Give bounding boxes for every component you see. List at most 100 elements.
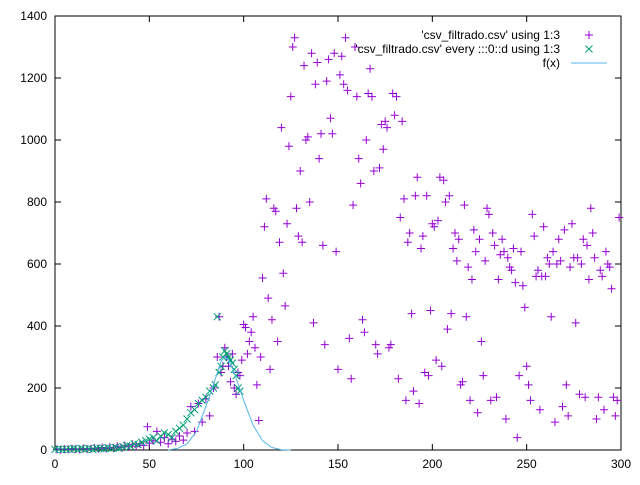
data-point-plus: [298, 238, 307, 247]
data-point-plus: [400, 194, 409, 203]
x-tick-label: 0: [52, 457, 59, 471]
data-point-plus: [588, 229, 597, 237]
data-point-plus: [454, 235, 463, 244]
data-point-plus: [450, 229, 459, 237]
data-point-plus: [567, 219, 576, 228]
data-point-plus: [426, 306, 435, 315]
data-point-plus: [371, 340, 380, 349]
data-point-plus: [613, 396, 622, 405]
data-point-plus: [375, 163, 384, 172]
data-point-plus: [494, 275, 503, 284]
data-point-plus: [381, 117, 390, 126]
data-point-plus: [422, 191, 431, 200]
data-point-plus: [383, 123, 392, 132]
data-point-plus: [283, 219, 292, 228]
data-point-plus: [611, 411, 620, 420]
data-point-plus: [460, 201, 469, 210]
data-point-plus: [518, 281, 527, 290]
data-point-plus: [579, 235, 588, 244]
data-point-plus: [539, 222, 548, 231]
data-point-plus: [520, 303, 529, 312]
data-point-plus: [311, 80, 320, 89]
y-tick-label: 1400: [20, 9, 47, 23]
data-point-plus: [439, 176, 448, 185]
data-point-plus: [484, 210, 493, 219]
data-point-plus: [573, 253, 582, 262]
data-point-plus: [550, 418, 559, 427]
data-point-plus: [586, 204, 595, 213]
data-point-plus: [309, 318, 318, 327]
data-point-plus: [215, 312, 224, 321]
data-point-plus: [335, 70, 344, 79]
data-point-plus: [575, 390, 584, 399]
data-point-plus: [273, 337, 282, 346]
data-point-plus: [313, 58, 322, 67]
data-point-plus: [334, 365, 342, 374]
data-point-plus: [528, 210, 537, 219]
data-point-plus: [464, 263, 473, 272]
y-tick-label: 400: [27, 319, 47, 333]
data-point-plus: [475, 235, 484, 244]
x-tick-label: 300: [611, 457, 631, 471]
data-point-plus: [596, 266, 605, 275]
x-tick-label: 100: [234, 457, 254, 471]
data-point-plus: [164, 439, 173, 448]
data-point-plus: [279, 269, 288, 278]
data-point-plus: [615, 213, 624, 222]
y-tick-label: 0: [40, 443, 47, 457]
data-point-plus: [171, 437, 180, 446]
data-point-plus: [247, 328, 256, 337]
series-2: [168, 356, 291, 451]
data-point-cross: [126, 442, 135, 451]
data-point-plus: [243, 349, 252, 358]
data-point-plus: [235, 371, 244, 380]
data-point-plus: [605, 263, 614, 272]
legend-label: f(x): [543, 56, 560, 70]
data-point-plus: [418, 232, 427, 241]
data-point-plus: [307, 49, 316, 58]
data-point-plus: [526, 396, 535, 405]
data-point-cross: [213, 312, 222, 321]
data-point-plus: [549, 247, 558, 256]
data-point-plus: [554, 235, 563, 244]
data-point-plus: [584, 275, 593, 284]
data-point-plus: [277, 123, 286, 132]
data-point-plus: [275, 238, 284, 247]
data-point-plus: [545, 260, 554, 268]
data-point-plus: [354, 154, 363, 163]
y-tick-label: 1200: [20, 71, 47, 85]
data-point-plus: [324, 55, 333, 64]
data-point-plus: [415, 399, 424, 408]
data-point-plus: [362, 136, 371, 144]
data-point-plus: [447, 309, 456, 318]
data-point-plus: [292, 204, 301, 213]
data-point-plus: [583, 241, 592, 250]
data-point-plus: [481, 256, 490, 265]
data-point-plus: [356, 179, 365, 188]
data-point-plus: [379, 145, 388, 154]
series-0: [52, 33, 624, 454]
data-point-plus: [486, 396, 495, 405]
data-point-plus: [373, 349, 382, 358]
data-point-cross: [211, 381, 220, 389]
data-point-plus: [318, 241, 327, 250]
data-point-plus: [392, 92, 401, 101]
data-point-plus: [509, 244, 518, 253]
data-point-plus: [300, 61, 309, 70]
data-point-cross: [190, 405, 199, 414]
data-point-plus: [452, 256, 461, 265]
data-point-cross: [183, 415, 191, 423]
data-point-plus: [490, 241, 499, 250]
data-point-plus: [564, 411, 573, 420]
data-point-plus: [467, 275, 476, 284]
data-point-plus: [417, 244, 426, 253]
data-point-plus: [598, 272, 607, 281]
data-point-plus: [350, 43, 359, 51]
data-point-plus: [577, 260, 586, 268]
data-point-plus: [600, 405, 609, 414]
data-point-plus: [479, 371, 488, 380]
data-point-plus: [256, 353, 265, 361]
data-point-plus: [432, 356, 441, 365]
data-point-cross: [179, 421, 188, 430]
